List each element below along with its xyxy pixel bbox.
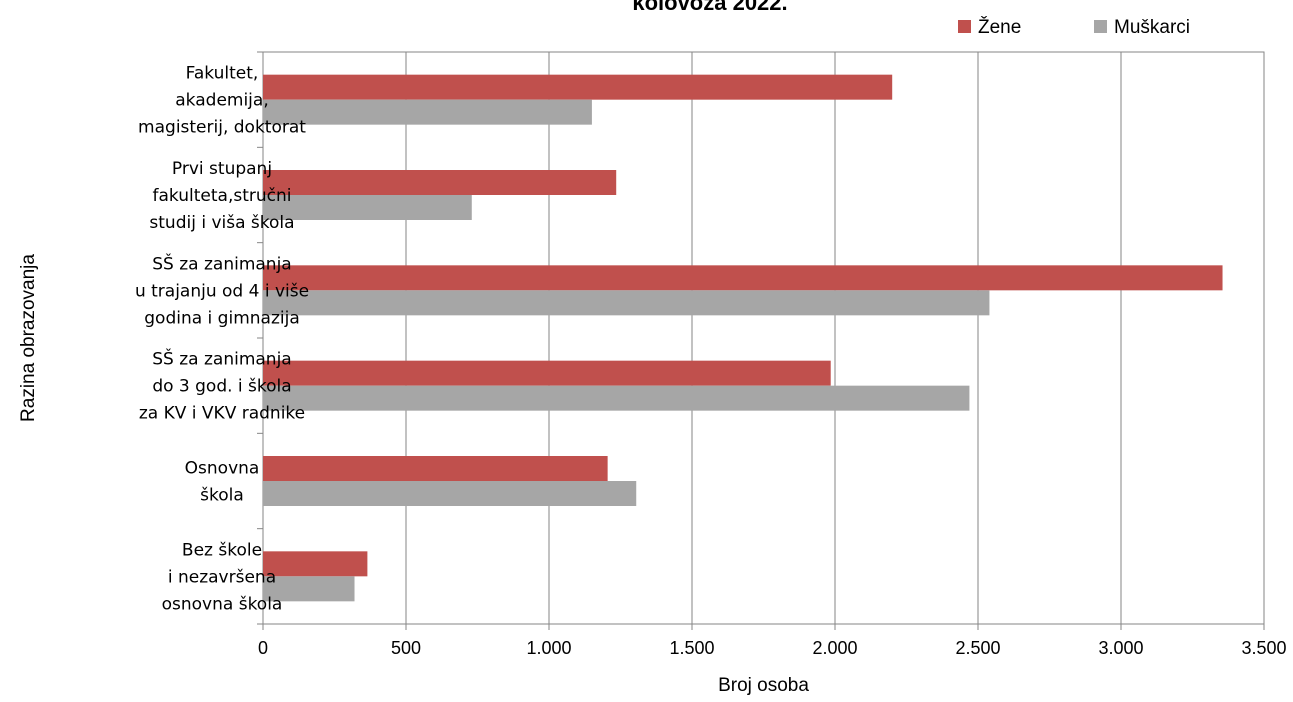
x-tick-label: 3.500 (1241, 638, 1286, 658)
x-tick-label: 2.000 (812, 638, 857, 658)
x-tick-label: 2.500 (955, 638, 1000, 658)
category-label: osnovna škola (162, 594, 283, 614)
legend-label: Žene (978, 16, 1021, 38)
category-label: SŠ za zanimanja (152, 252, 291, 274)
category-label: godina i gimnazija (144, 308, 299, 328)
category-label: i nezavršena (168, 567, 276, 587)
category-label: fakulteta,stručni (153, 186, 292, 206)
category-label: Bez škole (182, 540, 262, 560)
category-label: u trajanju od 4 i više (135, 281, 309, 301)
legend-label: Muškarci (1114, 17, 1190, 38)
category-label: akademija, (175, 91, 268, 111)
category-label: Osnovna (185, 459, 260, 479)
bar-muskarci (263, 481, 637, 506)
bar-zene (263, 551, 368, 577)
bar-muskarci (263, 576, 355, 602)
x-tick-label: 0 (258, 638, 268, 658)
bar-zene (263, 456, 608, 481)
y-axis-title: Razina obrazovanja (18, 254, 39, 422)
x-tick-label: 1.000 (526, 638, 571, 658)
chart-title: kolovoza 2022. (632, 0, 788, 15)
category-label: SŠ za zanimanja (152, 348, 291, 370)
bar-muskarci (263, 385, 970, 411)
bar-muskarci (263, 195, 472, 220)
bar-zene (263, 360, 831, 386)
category-label: za KV i VKV radnike (139, 404, 305, 424)
category-label: do 3 god. i škola (152, 377, 291, 397)
category-label: škola (200, 486, 244, 506)
bar-zene (263, 74, 893, 100)
x-tick-label: 3.000 (1098, 638, 1143, 658)
category-label: magisterij, doktorat (138, 118, 306, 138)
bar-muskarci (263, 99, 592, 125)
bar-zene (263, 265, 1223, 291)
x-tick-label: 1.500 (669, 638, 714, 658)
legend-swatch (1094, 20, 1107, 33)
x-axis-title: Broj osoba (718, 675, 809, 696)
category-label: Fakultet, (186, 64, 259, 84)
category-label: studij i viša škola (149, 213, 294, 233)
x-tick-label: 500 (391, 638, 421, 658)
plot-area-frame (262, 51, 1265, 625)
legend-swatch (958, 20, 971, 33)
bar-muskarci (263, 290, 990, 316)
bar-zene (263, 170, 617, 195)
category-label: Prvi stupanj (172, 159, 272, 179)
